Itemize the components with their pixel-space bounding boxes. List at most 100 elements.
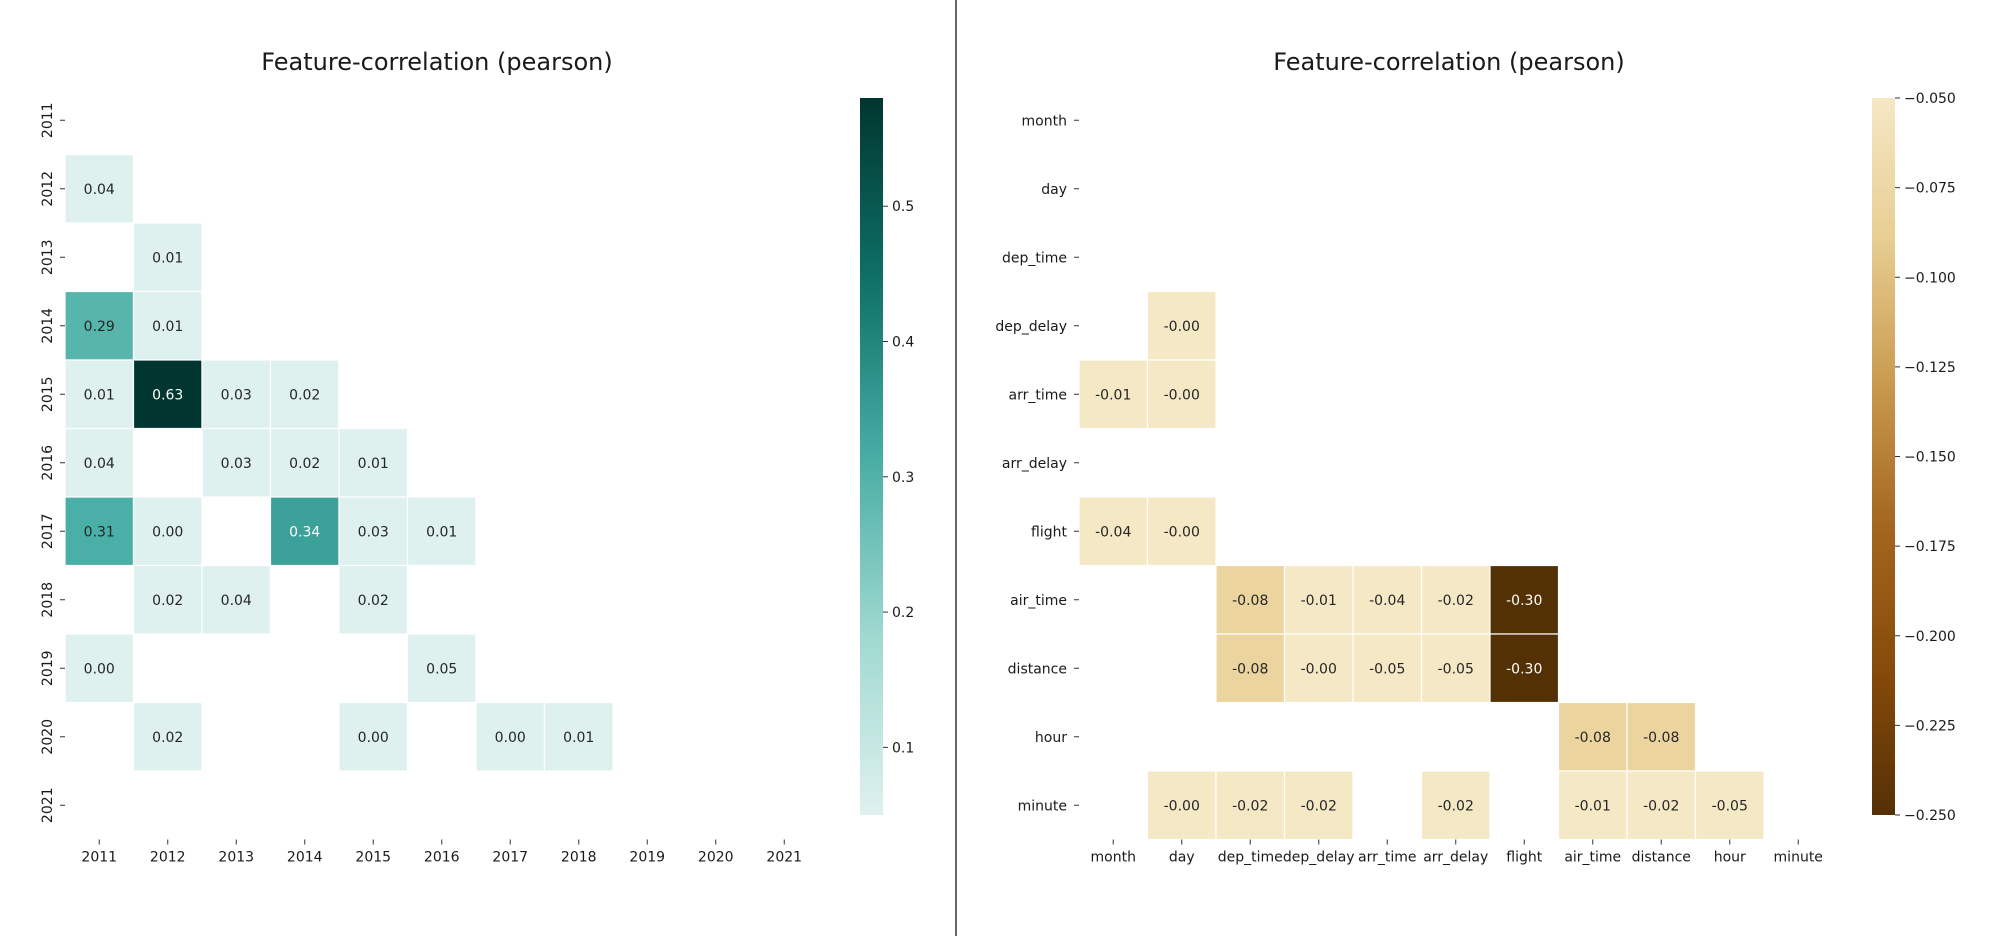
cell-value-label: -0.05: [1712, 798, 1748, 814]
y-tick-label: arr_delay: [1002, 456, 1067, 472]
colorbar-bar: [860, 98, 883, 815]
cell-value-label: -0.30: [1506, 593, 1542, 609]
panel-divider: [955, 0, 957, 936]
x-tick-label: 2019: [629, 850, 665, 866]
x-tick-label: 2013: [218, 850, 254, 866]
heatmap-cell: [1352, 564, 1423, 635]
cell-value-label: -0.01: [1575, 798, 1611, 814]
heatmap-cell: [1420, 770, 1491, 841]
cell-value-label: 0.03: [221, 387, 252, 403]
colorbar-tick-label: −0.125: [1904, 360, 1956, 376]
x-tick-label: dep_time: [1218, 850, 1283, 866]
heatmap-cell: [1557, 701, 1628, 772]
y-tick-label: 2018: [40, 582, 56, 618]
cell-value-label: 0.00: [495, 730, 526, 746]
cell-value-label: 0.01: [152, 250, 183, 266]
cell-value-label: -0.00: [1301, 661, 1337, 677]
cell-value-label: -0.05: [1438, 661, 1474, 677]
heatmap-cell: [1215, 770, 1286, 841]
y-tick-label: distance: [1008, 661, 1067, 677]
x-tick-label: air_time: [1564, 850, 1621, 866]
heatmap-cell: [338, 701, 409, 772]
heatmap-cell: [64, 290, 135, 361]
cell-value-label: -0.01: [1301, 593, 1337, 609]
heatmap-cell: [338, 427, 409, 498]
cell-value-label: -0.05: [1369, 661, 1405, 677]
heatmap-cell: [132, 359, 203, 430]
cell-value-label: -0.02: [1643, 798, 1679, 814]
cell-value-label: 0.00: [84, 661, 115, 677]
cell-value-label: 0.04: [84, 456, 115, 472]
chart-title: Feature-correlation (pearson): [1273, 48, 1624, 76]
heatmap-cell: [269, 359, 340, 430]
heatmap-cell: [1420, 633, 1491, 704]
colorbar-tick-label: −0.075: [1904, 181, 1956, 197]
heatmap-cell: [64, 153, 135, 224]
cell-value-label: -0.02: [1438, 798, 1474, 814]
cell-value-label: -0.08: [1232, 593, 1268, 609]
colorbar-tick-label: −0.250: [1904, 808, 1956, 824]
heatmap-cell: [1146, 496, 1217, 567]
cell-value-label: 0.29: [84, 319, 115, 335]
heatmap-cell: [64, 496, 135, 567]
cell-value-label: -0.02: [1438, 593, 1474, 609]
cell-value-label: 0.34: [289, 524, 320, 540]
cell-value-label: -0.04: [1095, 524, 1131, 540]
cell-value-label: 0.02: [358, 593, 389, 609]
y-tick-label: 2021: [40, 787, 56, 823]
heatmap-cell: [1694, 770, 1765, 841]
x-tick-label: 2017: [492, 850, 528, 866]
x-axis: 2011 2012 2013 2014 2015 2016 2017 2018 2019 2020…: [81, 839, 802, 866]
y-tick-label: air_time: [1010, 593, 1067, 609]
cell-value-label: 0.05: [426, 661, 457, 677]
cell-value-label: 0.01: [426, 524, 457, 540]
cell-value-label: 0.01: [152, 319, 183, 335]
y-tick-label: arr_time: [1009, 387, 1067, 403]
cell-value-label: -0.00: [1164, 387, 1200, 403]
cell-value-label: 0.01: [358, 456, 389, 472]
cell-value-label: -0.01: [1095, 387, 1131, 403]
heatmap-cell: [338, 496, 409, 567]
y-tick-label: dep_delay: [995, 319, 1067, 335]
heatmap-cells: 0.04 0.01 0.29 0.01 0.01 0.63 0.03 0.02 0.04 0.03…: [64, 153, 614, 772]
y-tick-label: 2017: [40, 513, 56, 549]
heatmap-cell: [64, 633, 135, 704]
heatmap-cell: [132, 701, 203, 772]
colorbar-tick-label: 0.2: [892, 605, 914, 621]
x-tick-label: 2021: [766, 850, 802, 866]
x-tick-label: 2012: [150, 850, 186, 866]
heatmap-cell: [201, 564, 272, 635]
colorbar-tick-label: 0.4: [892, 335, 914, 351]
y-tick-label: 2019: [40, 650, 56, 686]
y-tick-label: 2014: [40, 308, 56, 344]
x-tick-label: arr_time: [1358, 850, 1416, 866]
cell-value-label: -0.02: [1301, 798, 1337, 814]
cell-value-label: 0.02: [289, 456, 320, 472]
cell-value-label: -0.02: [1232, 798, 1268, 814]
y-axis: 2011 2012 2013 2014 2015 2016 2017 2018 2019 2020…: [40, 102, 65, 823]
x-tick-label: day: [1169, 850, 1195, 866]
y-tick-label: dep_time: [1002, 250, 1067, 266]
cell-value-label: 0.01: [563, 730, 594, 746]
x-tick-label: 2016: [424, 850, 460, 866]
heatmap-cell: [132, 496, 203, 567]
heatmap-cell: [406, 633, 477, 704]
cell-value-label: 0.04: [221, 593, 252, 609]
colorbar-tick-label: −0.200: [1904, 629, 1956, 645]
cell-value-label: 0.02: [289, 387, 320, 403]
x-tick-label: flight: [1506, 850, 1542, 866]
y-tick-label: minute: [1018, 798, 1067, 814]
y-tick-label: 2013: [40, 239, 56, 275]
heatmap-cell: [1283, 770, 1354, 841]
heatmap-cells: -0.00 -0.01 -0.00 -0.04 -0.00 -0.08 -0.01 -0.04…: [1078, 290, 1765, 841]
heatmap-panel-years: Feature-correlation (pearson) 0.04 0.01 0.2…: [0, 0, 955, 936]
y-tick-label: 2011: [40, 102, 56, 138]
y-axis: month day dep_time dep_delay arr_time arr_del…: [995, 113, 1079, 814]
colorbar-tick-label: 0.1: [892, 740, 914, 756]
heatmap-cell: [201, 427, 272, 498]
heatmap-cell: [132, 222, 203, 293]
colorbar-tick-label: 0.5: [892, 199, 914, 215]
cell-value-label: -0.08: [1575, 730, 1611, 746]
colorbar-tick-label: 0.3: [892, 470, 914, 486]
